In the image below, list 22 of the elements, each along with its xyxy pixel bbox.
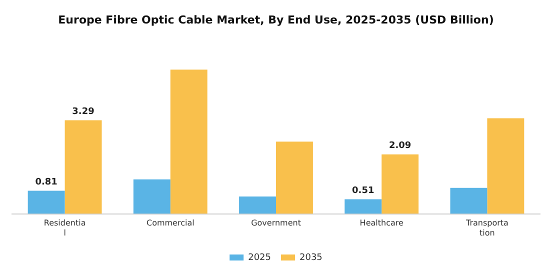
bar [239, 196, 276, 214]
bar [382, 154, 419, 214]
x-tick-label: Transportation [464, 218, 509, 238]
legend-label: 2025 [248, 252, 271, 263]
legend-label: 2035 [300, 252, 322, 263]
x-tick-label: Commercial [146, 218, 194, 228]
data-label: 0.81 [35, 178, 58, 188]
bar [170, 70, 208, 214]
chart-title: Europe Fibre Optic Cable Market, By End Use, 2025-2035 (USD Billion) [58, 13, 494, 26]
bar [64, 120, 102, 214]
data-label: 2.09 [388, 141, 412, 152]
x-tick-label: Residential [44, 218, 86, 238]
bar [276, 142, 313, 214]
bar [133, 179, 170, 214]
bar [28, 190, 65, 214]
x-tick-label: Healthcare [360, 218, 404, 228]
x-tick-label: Government [251, 218, 301, 228]
bar [487, 118, 524, 214]
bar [344, 199, 382, 214]
bar [450, 188, 488, 214]
data-label: 3.29 [72, 107, 94, 118]
data-label: 0.51 [352, 186, 374, 196]
